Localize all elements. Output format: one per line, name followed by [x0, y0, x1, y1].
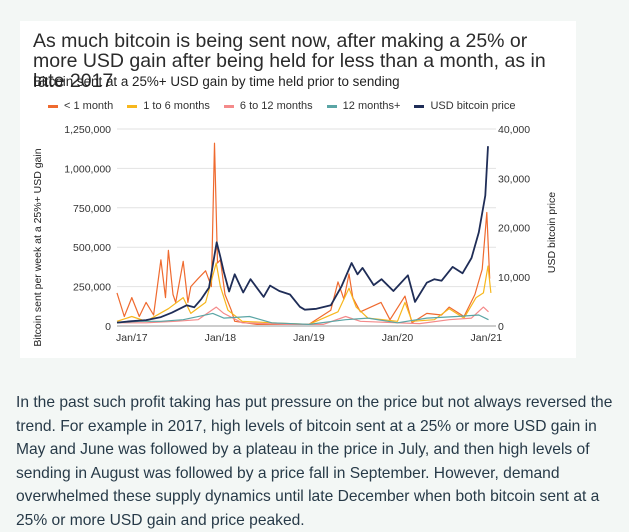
y-tick-label: 1,000,000 — [64, 163, 111, 175]
y2-tick-label: 0 — [498, 321, 504, 333]
y-tick-label: 750,000 — [73, 203, 111, 215]
chart-title: As much bitcoin is being sent now, after… — [33, 30, 546, 92]
y-tick-label: 250,000 — [73, 282, 111, 294]
series-line-usd-bitcoin-price — [116, 146, 489, 324]
chart-subtitle: Bitcoin sent at a 25%+ USD gain by time … — [33, 74, 400, 89]
y-tick-label: 0 — [105, 321, 111, 333]
legend-label: 1 to 6 months — [143, 100, 210, 112]
y-tick-label: 1,250,000 — [64, 124, 111, 136]
chart-legend: < 1 month 1 to 6 months 6 to 12 months 12 m… — [48, 100, 529, 112]
x-tick-label: Jan/20 — [382, 332, 414, 344]
legend-item: 1 to 6 months — [127, 100, 210, 112]
y2-tick-label: 10,000 — [498, 272, 530, 284]
x-tick-label: Jan/19 — [293, 332, 325, 344]
legend-swatch — [326, 104, 337, 108]
x-tick-label: Jan/21 — [471, 332, 503, 344]
series-line-12-months — [116, 312, 489, 325]
series-line-1-month — [116, 142, 491, 325]
y-axis-label: Bitcoin sent per week at a 25%+ USD gain — [32, 148, 44, 346]
y2-tick-label: 20,000 — [498, 223, 530, 235]
legend-swatch — [414, 104, 425, 108]
legend-item: < 1 month — [48, 100, 113, 112]
legend-item: USD bitcoin price — [414, 100, 515, 112]
series-line-6-to-12-months — [117, 306, 489, 325]
y2-tick-label: 30,000 — [498, 173, 530, 185]
legend-label: USD bitcoin price — [430, 100, 516, 112]
legend-item: 12 months+ — [326, 100, 401, 112]
legend-label: 12 months+ — [342, 100, 401, 112]
body-paragraph: In the past such profit taking has put p… — [16, 394, 613, 529]
chart-plot-area: 0 250,000 500,000 750,000 1,000,000 1,250,000… — [32, 124, 558, 347]
legend-label: < 1 month — [64, 100, 114, 112]
chart-card: As much bitcoin is being sent now, after… — [20, 21, 576, 358]
x-tick-label: Jan/18 — [205, 332, 237, 344]
x-tick-label: Jan/17 — [116, 332, 148, 344]
y-tick-label: 500,000 — [73, 242, 111, 254]
legend-item: 6 to 12 months — [223, 100, 313, 112]
series-line-1-to-6-months — [116, 262, 492, 325]
legend-swatch — [127, 104, 138, 108]
y2-axis-label: USD bitcoin price — [546, 192, 558, 273]
legend-swatch — [223, 104, 234, 108]
legend-label: 6 to 12 months — [239, 100, 313, 112]
y2-tick-label: 40,000 — [498, 124, 530, 136]
legend-swatch — [48, 104, 58, 108]
